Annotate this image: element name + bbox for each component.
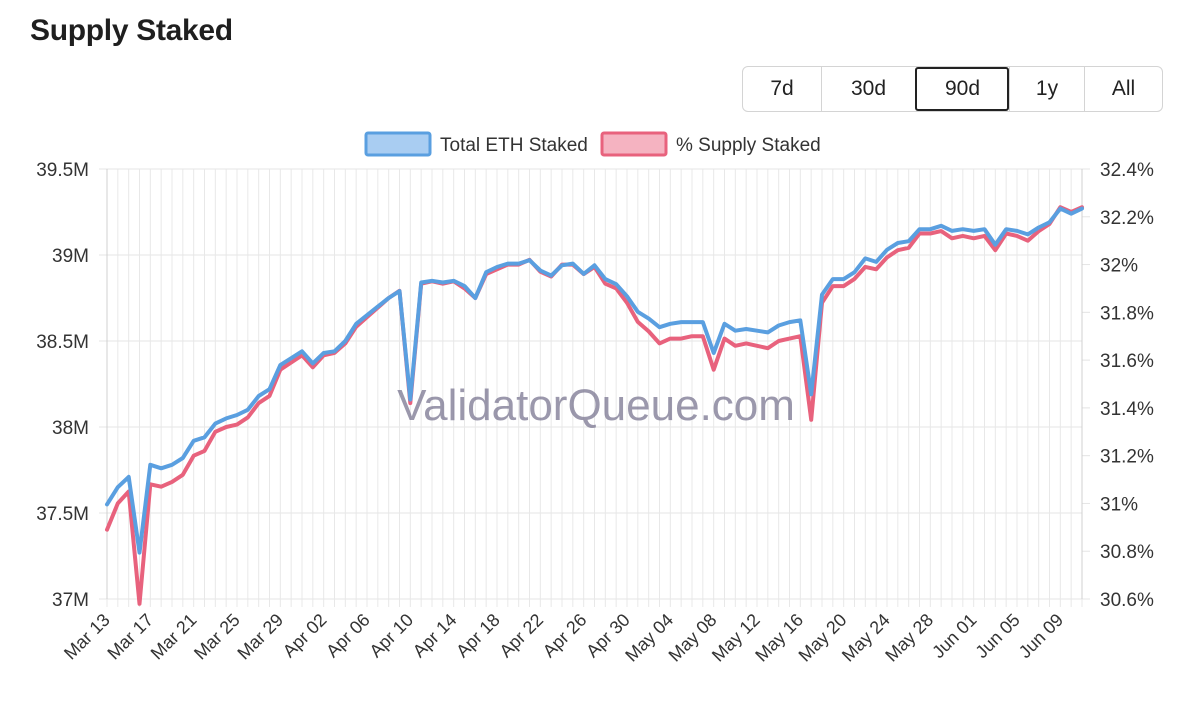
range-7d-button[interactable]: 7d: [743, 67, 821, 111]
y-right-tick-label: 32%: [1100, 256, 1138, 277]
range-30d-button[interactable]: 30d: [821, 67, 915, 111]
y-right-tick-label: 30.8%: [1100, 542, 1154, 563]
x-tick-label: Apr 22: [496, 610, 548, 662]
x-tick-label: May 16: [751, 610, 807, 666]
watermark-text: ValidatorQueue.com: [397, 381, 795, 430]
x-tick-label: Mar 13: [60, 610, 114, 664]
x-tick-label: May 28: [881, 610, 937, 666]
y-left-tick-label: 37M: [52, 590, 89, 611]
x-tick-label: May 08: [665, 610, 721, 666]
y-right-tick-label: 32.4%: [1100, 160, 1154, 181]
y-left-tick-label: 37.5M: [36, 504, 89, 525]
y-right-tick-label: 31.8%: [1100, 303, 1154, 324]
x-tick-label: Apr 10: [366, 610, 418, 662]
y-right-tick-label: 31%: [1100, 494, 1138, 515]
x-tick-label: Jun 01: [928, 610, 980, 662]
x-tick-label: Jun 05: [971, 610, 1023, 662]
y-right-tick-label: 31.6%: [1100, 351, 1154, 372]
legend-swatch: [364, 131, 432, 157]
x-tick-label: Apr 26: [539, 610, 591, 662]
x-tick-label: Mar 21: [147, 610, 201, 664]
range-1y-button[interactable]: 1y: [1009, 67, 1084, 111]
x-tick-label: Mar 17: [103, 610, 157, 664]
x-tick-label: Mar 29: [233, 610, 287, 664]
page-title: Supply Staked: [30, 14, 233, 47]
x-tick-label: Mar 25: [190, 610, 244, 664]
x-tick-label: May 12: [708, 610, 764, 666]
legend-item-total-eth-staked[interactable]: Total ETH Staked: [364, 131, 588, 157]
range-all-button[interactable]: All: [1084, 67, 1162, 111]
x-tick-label: Apr 18: [452, 610, 504, 662]
x-tick-label: May 24: [838, 610, 894, 666]
y-right-tick-label: 32.2%: [1100, 208, 1154, 229]
x-tick-label: Jun 09: [1015, 610, 1067, 662]
x-tick-label: May 04: [621, 610, 677, 666]
total-eth-staked-series-line: [105, 206, 1084, 555]
x-tick-label: May 20: [795, 610, 851, 666]
x-tick-label: Apr 06: [322, 610, 374, 662]
y-right-tick-label: 30.6%: [1100, 590, 1154, 611]
chart-grid: [99, 168, 1090, 607]
y-left-tick-label: 39.5M: [36, 160, 89, 181]
y-right-tick-label: 31.2%: [1100, 447, 1154, 468]
legend-label: Total ETH Staked: [440, 135, 588, 156]
range-90d-button[interactable]: 90d: [915, 67, 1009, 111]
legend-label: % Supply Staked: [676, 135, 821, 156]
y-left-tick-label: 38.5M: [36, 332, 89, 353]
x-tick-label: Apr 02: [279, 610, 331, 662]
chart-series: [105, 205, 1084, 606]
x-tick-label: Apr 14: [409, 610, 461, 662]
chart-legend[interactable]: Total ETH Staked % Supply Staked: [364, 131, 821, 157]
y-left-tick-label: 38M: [52, 418, 89, 439]
legend-item-percent-supply-staked[interactable]: % Supply Staked: [600, 131, 821, 157]
legend-swatch: [600, 131, 668, 157]
range-selector: 7d 30d 90d 1y All: [742, 66, 1163, 112]
y-right-tick-label: 31.4%: [1100, 399, 1154, 420]
y-left-tick-label: 39M: [52, 246, 89, 267]
